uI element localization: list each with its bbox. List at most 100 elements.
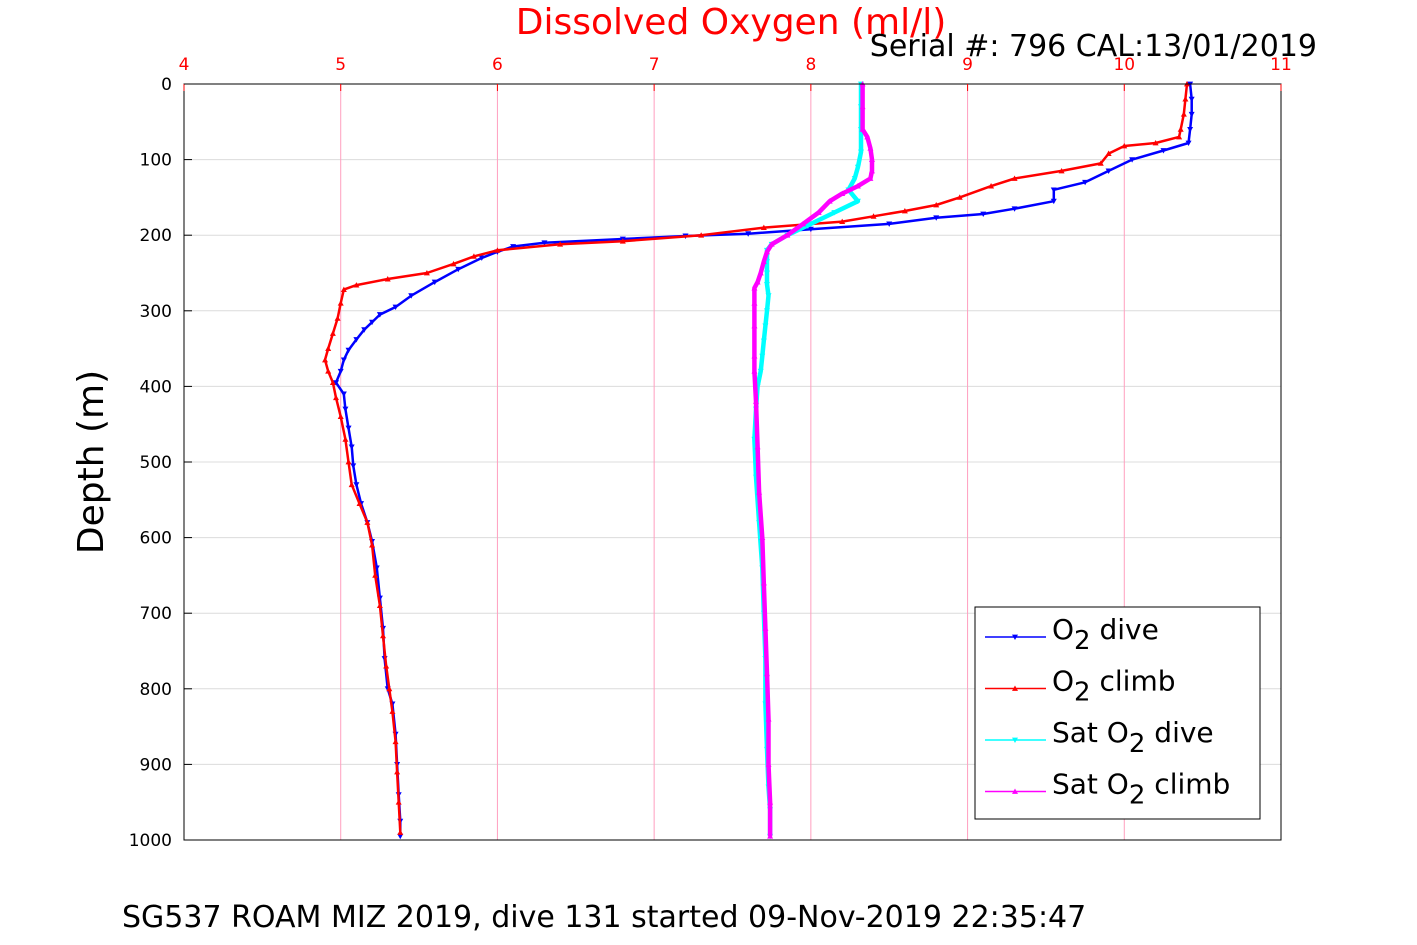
o2_dive-point	[980, 211, 987, 218]
o2_climb-point	[1152, 139, 1159, 146]
sat_climb-point	[751, 368, 758, 374]
legend-swatch-marker	[1012, 685, 1018, 691]
o2_dive-point	[1011, 206, 1018, 212]
o2_climb-point	[372, 572, 379, 578]
o2_climb-point	[345, 459, 352, 465]
sat_dive-point	[762, 323, 769, 329]
sat_climb-point	[753, 398, 760, 404]
sat_climb-point	[826, 198, 833, 204]
o2_climb-point	[1177, 126, 1184, 132]
sat_dive-point	[757, 368, 764, 375]
o2_climb-point	[353, 282, 360, 288]
sat_climb-point	[800, 220, 807, 227]
o2_climb-point	[383, 663, 390, 669]
o2_dive-point	[353, 482, 360, 488]
sat_dive-point	[854, 164, 861, 171]
o2_climb-point	[325, 368, 332, 374]
o2_climb-point	[342, 436, 349, 442]
o2_climb-point	[322, 356, 329, 363]
o2_dive-point	[348, 444, 355, 450]
sat_climb-point	[867, 145, 874, 151]
o2_climb-point	[389, 708, 396, 714]
y-axis-ticks: 0 100 200 300 400 500 600 700 800 900 1000	[129, 75, 192, 851]
sat_climb-point	[864, 133, 871, 140]
o2_climb-point	[1011, 175, 1018, 181]
sat_climb-point	[868, 156, 875, 162]
o2_climb-point	[1058, 167, 1065, 174]
o2_climb-point	[376, 602, 383, 609]
sat_climb-point	[815, 209, 822, 215]
o2_climb-point	[397, 829, 404, 835]
o2_climb-point	[470, 253, 477, 259]
x-tick-label: 9	[962, 55, 973, 75]
sat_climb-point	[767, 799, 774, 805]
plot-series	[322, 81, 1195, 840]
o2_climb-point	[356, 500, 363, 506]
footer-caption: SG537 ROAM MIZ 2019, dive 131 started 09…	[122, 900, 1086, 935]
o2_dive-point	[541, 240, 548, 246]
y-tick-label: 200	[140, 226, 172, 246]
o2_climb-point	[1182, 96, 1189, 102]
sat_climb-point	[868, 167, 875, 174]
sat_dive-point	[759, 353, 766, 360]
o2_climb-point	[698, 232, 705, 238]
o2_dive-point	[376, 312, 383, 318]
y-tick-label: 700	[140, 604, 172, 624]
o2_dive-point	[510, 244, 517, 250]
x-tick-label: 6	[492, 55, 503, 75]
o2_climb-point	[325, 345, 332, 351]
o2_climb-point	[901, 208, 908, 214]
sat_climb-point	[839, 190, 846, 197]
sat_climb-point	[751, 353, 758, 359]
o2_climb-point	[334, 315, 341, 321]
o2_dive-point	[886, 221, 893, 227]
sat_climb-point	[751, 285, 758, 291]
sat_climb-point	[763, 670, 770, 677]
o2_climb-point	[1180, 111, 1187, 117]
x-tick-label: 11	[1270, 55, 1292, 75]
legend-swatch-marker	[1012, 788, 1018, 794]
o2_climb-point	[956, 194, 963, 200]
o2_dive-point	[1188, 96, 1195, 103]
legend-label: O2 climb	[1052, 665, 1176, 708]
sat_climb-point	[768, 241, 775, 247]
o2_dive-point	[1188, 111, 1195, 118]
o2_dive-point	[1082, 179, 1089, 186]
x-tick-label: 4	[179, 55, 190, 75]
chart-title: Dissolved Oxygen (ml/l)	[516, 2, 947, 43]
o2_climb-point	[988, 183, 995, 189]
o2_climb-point	[337, 300, 344, 306]
sat_dive-point	[760, 338, 767, 345]
o2_dive-point	[361, 327, 368, 333]
o2_climb-point	[394, 768, 401, 775]
sat_climb-point	[784, 232, 791, 238]
o2_dive-point	[1160, 148, 1167, 154]
o2_climb-point	[333, 394, 340, 401]
o2_climb-point	[364, 519, 371, 525]
o2_climb-point	[494, 247, 501, 253]
x-tick-label: 10	[1113, 55, 1135, 75]
legend-label: Sat O2 climb	[1052, 768, 1230, 811]
o2_climb-point	[329, 330, 336, 336]
o2_dive-point	[392, 304, 399, 311]
y-tick-label: 0	[161, 75, 172, 95]
o2_dive-point	[333, 380, 340, 386]
y-tick-label: 1000	[129, 831, 172, 851]
o2_climb-point	[1176, 133, 1183, 140]
sat_dive-point	[763, 308, 770, 314]
sat_climb-point	[765, 761, 772, 767]
sat_dive-point	[858, 149, 865, 156]
o2_dive-point	[342, 406, 349, 413]
sat_dive-point	[765, 293, 772, 299]
sat_climb-point	[757, 270, 764, 276]
x-tick-label: 8	[805, 55, 816, 75]
o2_dive-point	[1187, 126, 1194, 133]
o2_climb-point	[760, 224, 767, 231]
o2_climb-point	[933, 201, 940, 208]
o2_dive-point	[1050, 198, 1057, 205]
o2_dive-point	[350, 463, 357, 469]
o2_climb-point	[839, 218, 846, 224]
sat_climb-point	[754, 279, 761, 285]
x-tick-label: 5	[335, 55, 346, 75]
o2_climb-point	[423, 270, 430, 276]
